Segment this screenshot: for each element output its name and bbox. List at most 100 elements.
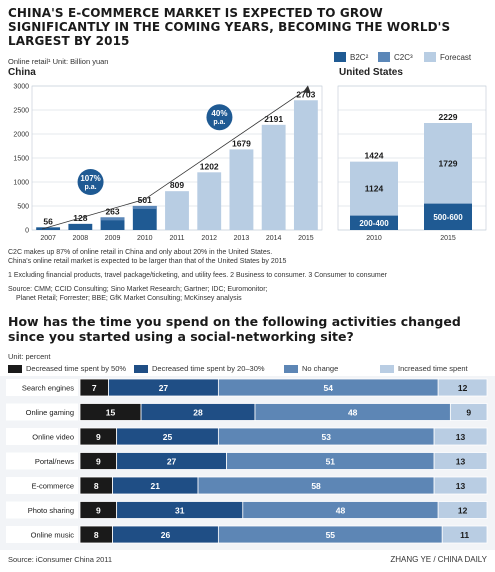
us-bar-chart: 1424 1124 200-400 2010 2229 1729 500-600 2015 [337,85,487,242]
segment-label: 13 [456,432,466,442]
x-tick-label: 2010 [366,235,382,242]
y-tick-label: 500 [17,204,29,211]
category-label-box [6,452,78,470]
category-label-box [6,501,78,519]
bar-cap [132,205,157,209]
us-label: United States [339,67,403,78]
y-tick-label: 0 [25,228,29,235]
data-label: 2191 [264,114,283,124]
note-1: C2C makes up 87% of online retail in Chi… [8,249,273,256]
segment-label: 11 [460,530,469,540]
data-label: 1202 [200,161,219,171]
bar [36,227,61,230]
growth-badge-rate: 107% [80,174,100,183]
data-label: 809 [170,180,184,190]
legend-label: Forecast [440,52,472,62]
legend-label: Increased time spent [398,364,468,373]
legend-label: Decreased time spent by 20–30% [152,364,265,373]
x-tick-label: 2014 [266,235,282,242]
segment-label: 12 [458,506,468,516]
legend-swatch [134,364,148,373]
segment-label: 58 [311,481,321,491]
segment-label: 8 [94,530,99,540]
survey-title-line: since you started using a social-network… [8,329,354,344]
segment-label: 9 [96,432,101,442]
segment [441,525,488,544]
bar [100,217,125,230]
segment-label: 13 [456,457,466,467]
segment-label: 7 [92,383,97,393]
legend-swatch [378,52,390,62]
category-label-box [6,477,78,494]
y-tick-label: 2000 [13,132,29,139]
segment-label: 15 [106,408,116,418]
segment-label: 48 [348,408,358,418]
category-label-box [6,379,78,396]
bar-b2c [424,203,472,230]
legend-swatch [334,52,346,62]
x-tick-label: 2007 [40,235,56,242]
y-tick-label: 1000 [13,180,29,187]
bar [197,172,222,230]
legend-no-change: No change [284,364,338,373]
data-label: 56 [43,216,53,226]
segment [437,501,488,519]
survey-title-line: How has the time you spend on the follow… [8,314,461,329]
china-label: China [8,67,36,78]
segment-label: 28 [193,408,203,418]
total-label: 1424 [365,151,384,161]
segment-label: 8 [94,481,99,491]
growth-badge [206,104,233,131]
credit: ZHANG YE / CHINA DAILY [390,555,487,564]
segment-label: 9 [96,506,101,516]
bar-c2c [424,123,472,204]
bar-c2c [350,161,398,216]
x-tick-label: 2011 [169,235,184,242]
legend-swatch [380,364,394,373]
category-label-box [6,403,78,421]
bar-cap [100,217,125,221]
segment [433,452,488,470]
segment [433,476,488,495]
title-line: LARGEST BY 2015 [8,34,130,48]
segment-label: 31 [175,506,185,516]
b2c-label: 500-600 [433,213,463,222]
b2c-label: 200-400 [359,219,389,228]
bar-b2c [350,215,398,230]
bar [261,124,286,230]
growth-badge-rate: 40% [211,109,227,118]
segment-label: 27 [167,457,177,467]
source-2: Source: iConsumer China 2011 [8,555,113,564]
x-tick-label: 2008 [73,235,89,242]
legend-swatch [424,52,436,62]
bar [68,223,93,230]
x-tick-label: 2013 [234,235,250,242]
segment [449,403,488,421]
retail-note: Online retail¹ Unit: Billion yuan [8,57,109,66]
category-label: Online video [32,433,74,442]
segment-label: 21 [151,481,161,491]
x-tick-label: 2009 [105,235,121,242]
legend-label: B2C² [350,52,369,62]
x-tick-label: 2015 [298,235,314,242]
segment-label: 55 [326,530,336,540]
category-label: E-commerce [31,482,74,491]
segment-label: 54 [324,383,334,393]
total-label: 2229 [439,112,458,122]
category-label: Search engines [22,384,74,393]
data-label: 2703 [296,89,315,99]
x-tick-label: 2012 [201,235,217,242]
legend-label: Decreased time spent by 50% [26,364,127,373]
data-label: 501 [138,195,152,205]
x-tick-label: 2015 [440,235,456,242]
category-label: Online gaming [26,408,74,417]
legend-c2c: C2C³ [378,52,413,62]
trend-line [41,88,309,230]
note-2: China's online retail market is expected… [8,258,287,265]
bar [229,149,254,230]
survey-unit: Unit: percent [8,352,51,361]
legend-decreased-20-30: Decreased time spent by 20–30% [134,364,265,373]
legend-forecast: Forecast [424,52,471,62]
legend-b2c: B2C² [334,52,368,62]
data-label: 1679 [232,138,251,148]
